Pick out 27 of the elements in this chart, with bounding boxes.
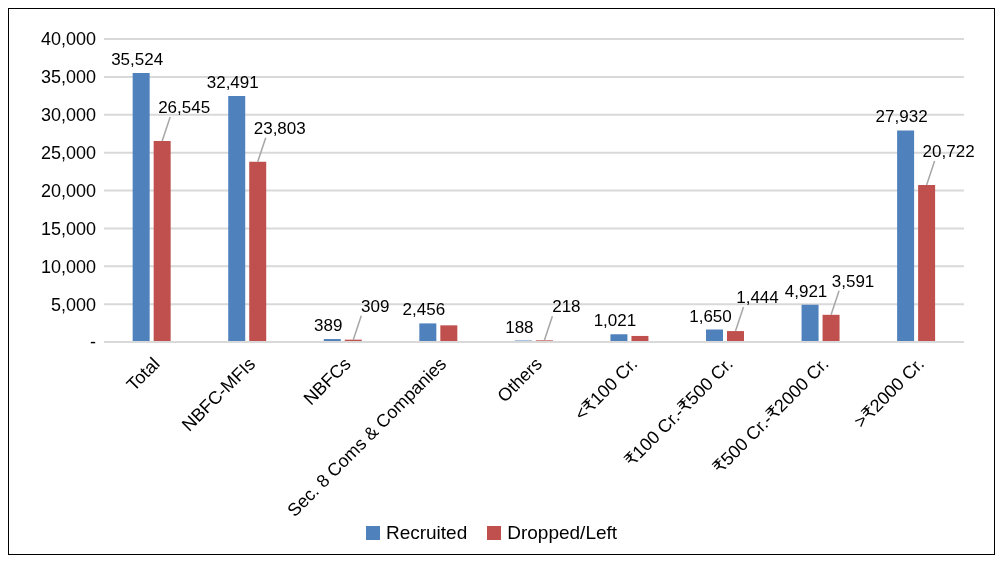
y-tick-label: 10,000: [40, 256, 96, 277]
y-tick-label: 20,000: [40, 180, 96, 201]
y-tick-label: 40,000: [40, 29, 96, 50]
data-label: 218: [552, 297, 581, 317]
data-label: 20,722: [922, 142, 975, 162]
data-label: 23,803: [253, 118, 306, 138]
data-label: 4,921: [784, 281, 828, 301]
y-tick-label: 30,000: [40, 105, 96, 126]
data-label: 1,444: [736, 288, 779, 308]
legend-label: Recruited: [384, 522, 468, 544]
y-tick-label: 35,000: [40, 67, 96, 88]
y-tick-label: 25,000: [40, 143, 96, 164]
data-label: 389: [314, 316, 343, 336]
data-label: 35,524: [111, 49, 164, 69]
data-label: 26,545: [158, 97, 211, 117]
y-tick-label: 5,000: [50, 294, 96, 315]
data-label: 1,650: [689, 306, 732, 326]
legend-label: Dropped/Left: [506, 522, 618, 544]
data-label: 2,456: [402, 300, 446, 320]
data-label: 188: [505, 317, 534, 337]
data-label: 27,932: [875, 107, 928, 127]
data-label: 1,021: [593, 311, 637, 331]
y-tick-label: -: [90, 332, 96, 353]
data-label: 3,591: [831, 271, 875, 291]
data-label: 32,491: [206, 72, 259, 92]
y-tick-label: 15,000: [40, 218, 96, 239]
data-label: 309: [361, 296, 390, 316]
